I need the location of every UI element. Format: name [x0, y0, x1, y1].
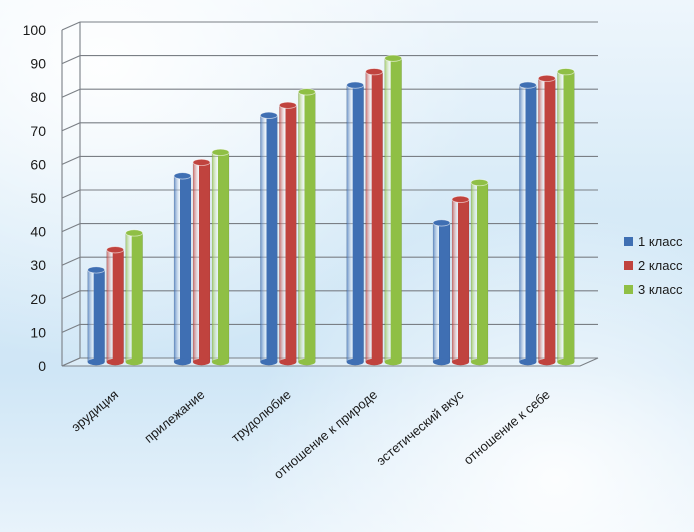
y-tick-label: 90	[30, 56, 46, 72]
legend-label: 3 класс	[638, 282, 683, 297]
y-tick-label: 20	[30, 291, 46, 307]
gridline-depth	[61, 323, 81, 333]
gridline-depth	[61, 122, 81, 132]
bar	[278, 101, 297, 366]
gridline-depth	[61, 88, 81, 98]
category-labels: эрудиция прилежание трудолюбие отношение к …	[68, 386, 553, 481]
x-category-label: эрудиция	[68, 387, 121, 435]
legend-swatch	[624, 285, 633, 294]
y-tick-label: 10	[30, 324, 46, 340]
y-tick-label: 0	[38, 358, 46, 374]
bar	[470, 178, 489, 366]
bars-layer	[87, 54, 575, 366]
bar	[365, 68, 384, 366]
bar	[173, 172, 192, 366]
bar	[87, 266, 106, 366]
gridline-depth	[61, 155, 81, 165]
bar	[259, 111, 278, 366]
legend-swatch	[624, 261, 633, 270]
x-category-label: отношение к себе	[461, 387, 553, 468]
x-category-label: трудолюбие	[228, 387, 294, 445]
bar	[346, 81, 365, 366]
legend-label: 2 класс	[638, 258, 683, 273]
y-tick-label: 30	[30, 257, 46, 273]
gridline-depth	[61, 256, 81, 266]
grid-layer	[61, 21, 598, 367]
bar	[125, 229, 144, 366]
legend-label: 1 класс	[638, 234, 683, 249]
bar	[192, 158, 211, 366]
gridline-depth	[61, 290, 81, 300]
y-tick-label: 70	[30, 123, 46, 139]
bar	[518, 81, 537, 366]
bar	[384, 54, 403, 366]
bar	[451, 195, 470, 366]
bar	[211, 148, 230, 366]
y-tick-label: 50	[30, 190, 46, 206]
y-tick-label: 80	[30, 89, 46, 105]
gridline-depth	[61, 189, 81, 199]
x-category-label: прилежание	[141, 387, 207, 446]
bar	[537, 74, 556, 366]
x-category-label: эстетический вкус	[373, 386, 466, 468]
y-tick-label: 40	[30, 224, 46, 240]
legend-swatch	[624, 237, 633, 246]
bar	[556, 68, 575, 366]
gridline-depth	[61, 223, 81, 233]
bar	[432, 219, 451, 366]
bar	[297, 88, 316, 366]
gridline-depth	[61, 55, 81, 65]
gridline-depth	[61, 21, 81, 31]
y-tick-label: 100	[23, 22, 47, 38]
bar	[106, 246, 125, 366]
y-tick-label: 60	[30, 156, 46, 172]
legend: 1 класс 2 класс 3 класс	[624, 234, 683, 297]
